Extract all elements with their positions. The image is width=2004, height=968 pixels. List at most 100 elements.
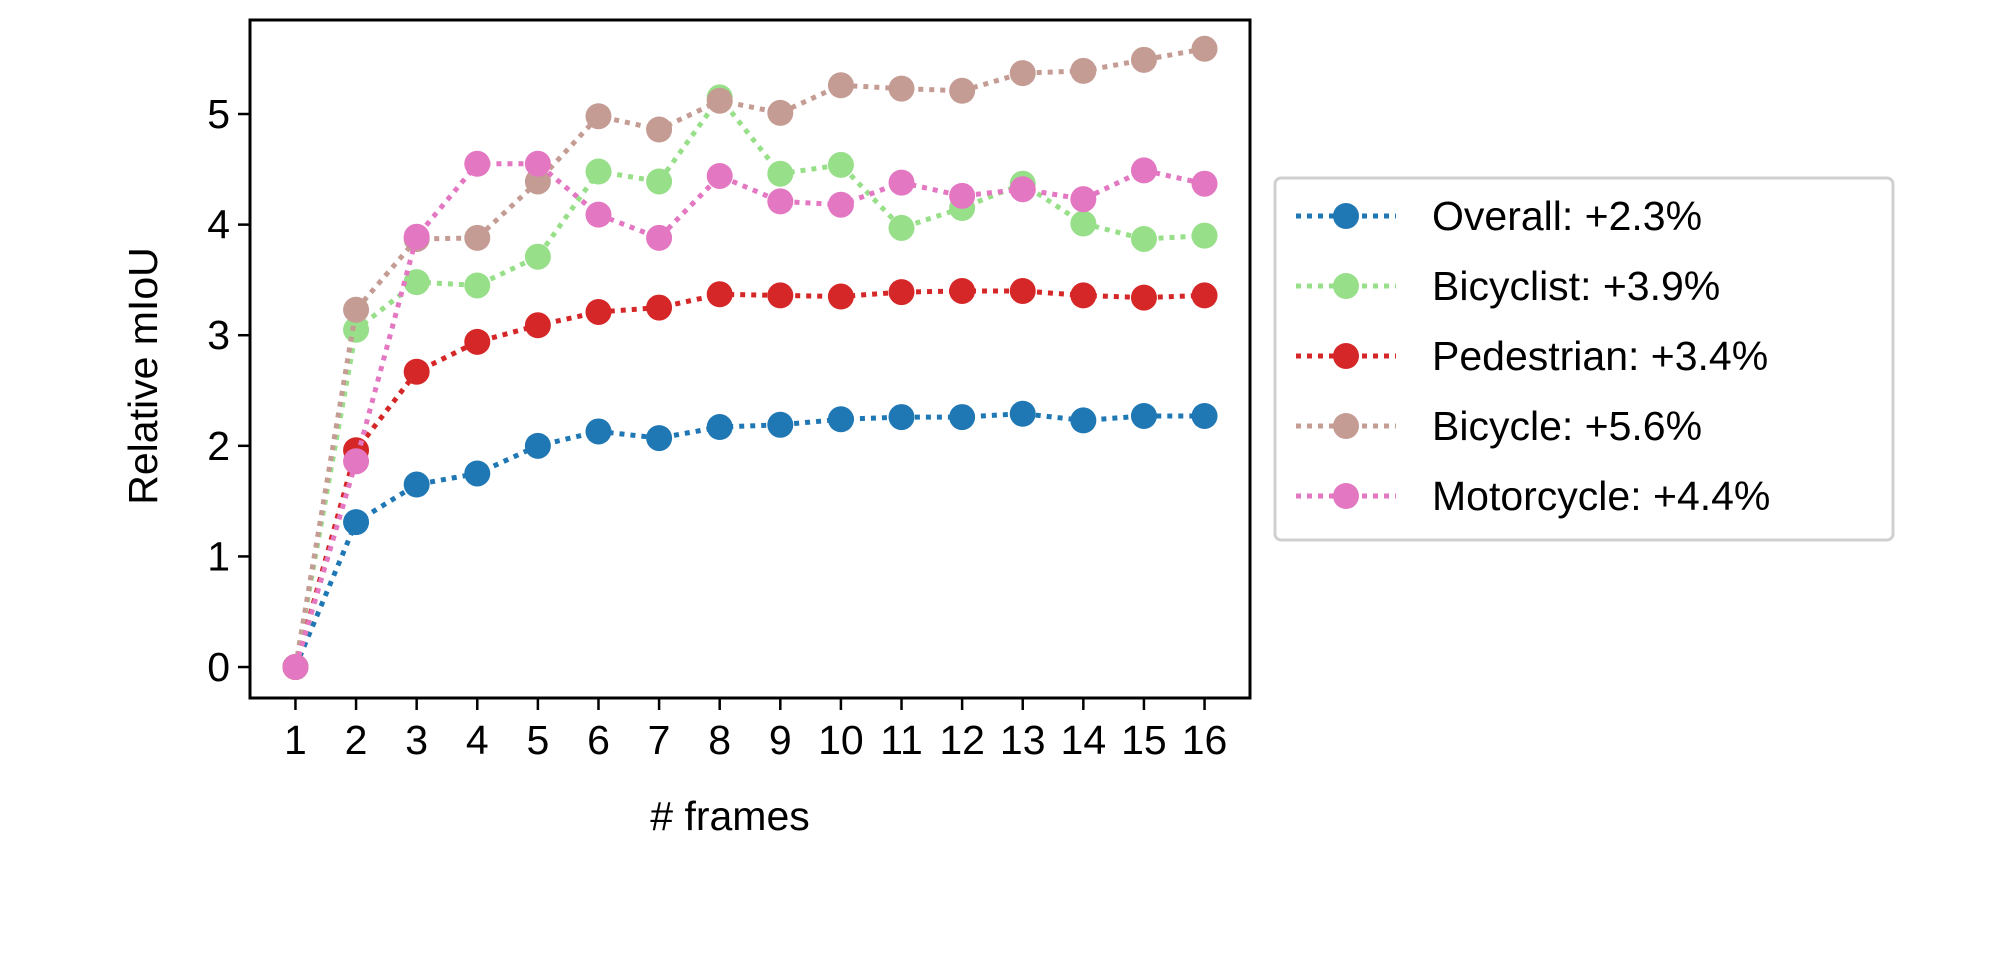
series-motorcycle (282, 150, 1218, 681)
y-tick-label: 5 (207, 91, 230, 137)
data-point-motorcycle (706, 162, 733, 189)
data-point-motorcycle (343, 448, 370, 475)
legend-label: Overall: +2.3% (1432, 193, 1702, 239)
data-point-bicycle (1191, 35, 1218, 62)
series-overall (282, 400, 1218, 681)
data-point-bicyclist (888, 214, 915, 241)
data-point-overall (1191, 402, 1218, 429)
legend-entry-motorcycle: Motorcycle: +4.4% (1296, 473, 1770, 519)
data-point-pedestrian (1130, 284, 1157, 311)
data-point-overall (1130, 402, 1157, 429)
data-point-motorcycle (403, 223, 430, 250)
x-axis-label: # frames (650, 793, 810, 839)
data-point-motorcycle (949, 182, 976, 209)
data-point-bicyclist (1191, 222, 1218, 249)
data-point-motorcycle (464, 150, 491, 177)
data-point-motorcycle (646, 224, 673, 251)
x-tick-label: 13 (1000, 717, 1046, 763)
data-point-bicyclist (464, 272, 491, 299)
y-axis: 0 1 2 3 4 5 (207, 91, 250, 690)
legend-entry-bicycle: Bicycle: +5.6% (1296, 403, 1702, 449)
y-axis-label: Relative mIoU (120, 247, 166, 504)
legend-label: Pedestrian: +3.4% (1432, 333, 1768, 379)
x-tick-label: 10 (818, 717, 864, 763)
data-point-bicycle (1130, 46, 1157, 73)
data-point-bicycle (706, 87, 733, 114)
data-point-overall (464, 460, 491, 487)
data-point-bicycle (464, 224, 491, 251)
data-point-bicyclist (343, 316, 370, 343)
legend-marker (1333, 483, 1359, 509)
data-point-overall (1009, 400, 1036, 427)
data-point-motorcycle (1070, 186, 1097, 213)
data-point-overall (403, 471, 430, 498)
y-tick-label: 0 (207, 644, 230, 690)
data-point-overall (524, 432, 551, 459)
x-tick-label: 12 (939, 717, 985, 763)
data-point-bicyclist (524, 243, 551, 270)
series-pedestrian (282, 277, 1218, 681)
legend-entry-pedestrian: Pedestrian: +3.4% (1296, 333, 1768, 379)
data-point-bicycle (343, 296, 370, 323)
series-line-bicycle (293, 46, 1205, 668)
data-point-pedestrian (888, 279, 915, 306)
data-point-motorcycle (282, 654, 309, 681)
data-point-bicycle (646, 116, 673, 143)
legend-entry-overall: Overall: +2.3% (1296, 193, 1702, 239)
data-point-pedestrian (949, 277, 976, 304)
data-point-bicycle (949, 77, 976, 104)
data-point-overall (706, 414, 733, 441)
data-point-overall (343, 509, 370, 536)
legend-marker (1333, 203, 1359, 229)
data-point-bicyclist (767, 160, 794, 187)
data-point-overall (767, 411, 794, 438)
legend-marker (1333, 273, 1359, 299)
legend-label: Bicyclist: +3.9% (1432, 263, 1720, 309)
y-tick-label: 3 (207, 312, 230, 358)
data-point-bicyclist (646, 168, 673, 195)
y-tick-label: 4 (207, 202, 230, 248)
data-point-pedestrian (646, 294, 673, 321)
data-point-pedestrian (585, 298, 612, 325)
data-point-pedestrian (1009, 277, 1036, 304)
legend-box (1273, 176, 1895, 542)
y-tick-label: 2 (207, 423, 230, 469)
data-point-overall (827, 406, 854, 433)
x-tick-label: 1 (284, 717, 307, 763)
data-point-pedestrian (1070, 282, 1097, 309)
data-point-pedestrian (827, 283, 854, 310)
legend-label: Bicycle: +5.6% (1432, 403, 1702, 449)
x-tick-label: 3 (405, 717, 428, 763)
data-point-overall (1070, 407, 1097, 434)
series-line-motorcycle (293, 161, 1206, 668)
data-point-overall (949, 404, 976, 431)
y-tick-label: 1 (207, 533, 230, 579)
data-point-bicycle (767, 99, 794, 126)
data-point-overall (646, 425, 673, 452)
x-tick-label: 11 (880, 717, 923, 763)
data-point-bicyclist (827, 151, 854, 178)
plot-frame (248, 18, 1252, 700)
x-tick-label: 5 (526, 717, 549, 763)
data-point-motorcycle (1009, 176, 1036, 203)
data-point-bicycle (1070, 57, 1097, 84)
data-point-motorcycle (1191, 170, 1218, 197)
legend-label: Motorcycle: +4.4% (1432, 473, 1770, 519)
data-point-bicyclist (1130, 225, 1157, 252)
data-point-motorcycle (1130, 157, 1157, 184)
x-tick-label: 8 (708, 717, 731, 763)
legend-marker (1333, 413, 1359, 439)
data-point-bicycle (585, 103, 612, 130)
legend: Overall: +2.3% Bicyclist: +3.9% Pedestrian… (1273, 176, 1895, 542)
data-point-motorcycle (827, 191, 854, 218)
data-point-bicycle (827, 72, 854, 99)
data-point-motorcycle (524, 150, 551, 177)
data-point-overall (888, 404, 915, 431)
data-point-bicyclist (585, 158, 612, 185)
data-point-pedestrian (524, 312, 551, 339)
x-tick-label: 15 (1121, 717, 1167, 763)
data-point-bicyclist (403, 269, 430, 296)
data-point-bicycle (888, 75, 915, 102)
legend-marker (1333, 343, 1359, 369)
